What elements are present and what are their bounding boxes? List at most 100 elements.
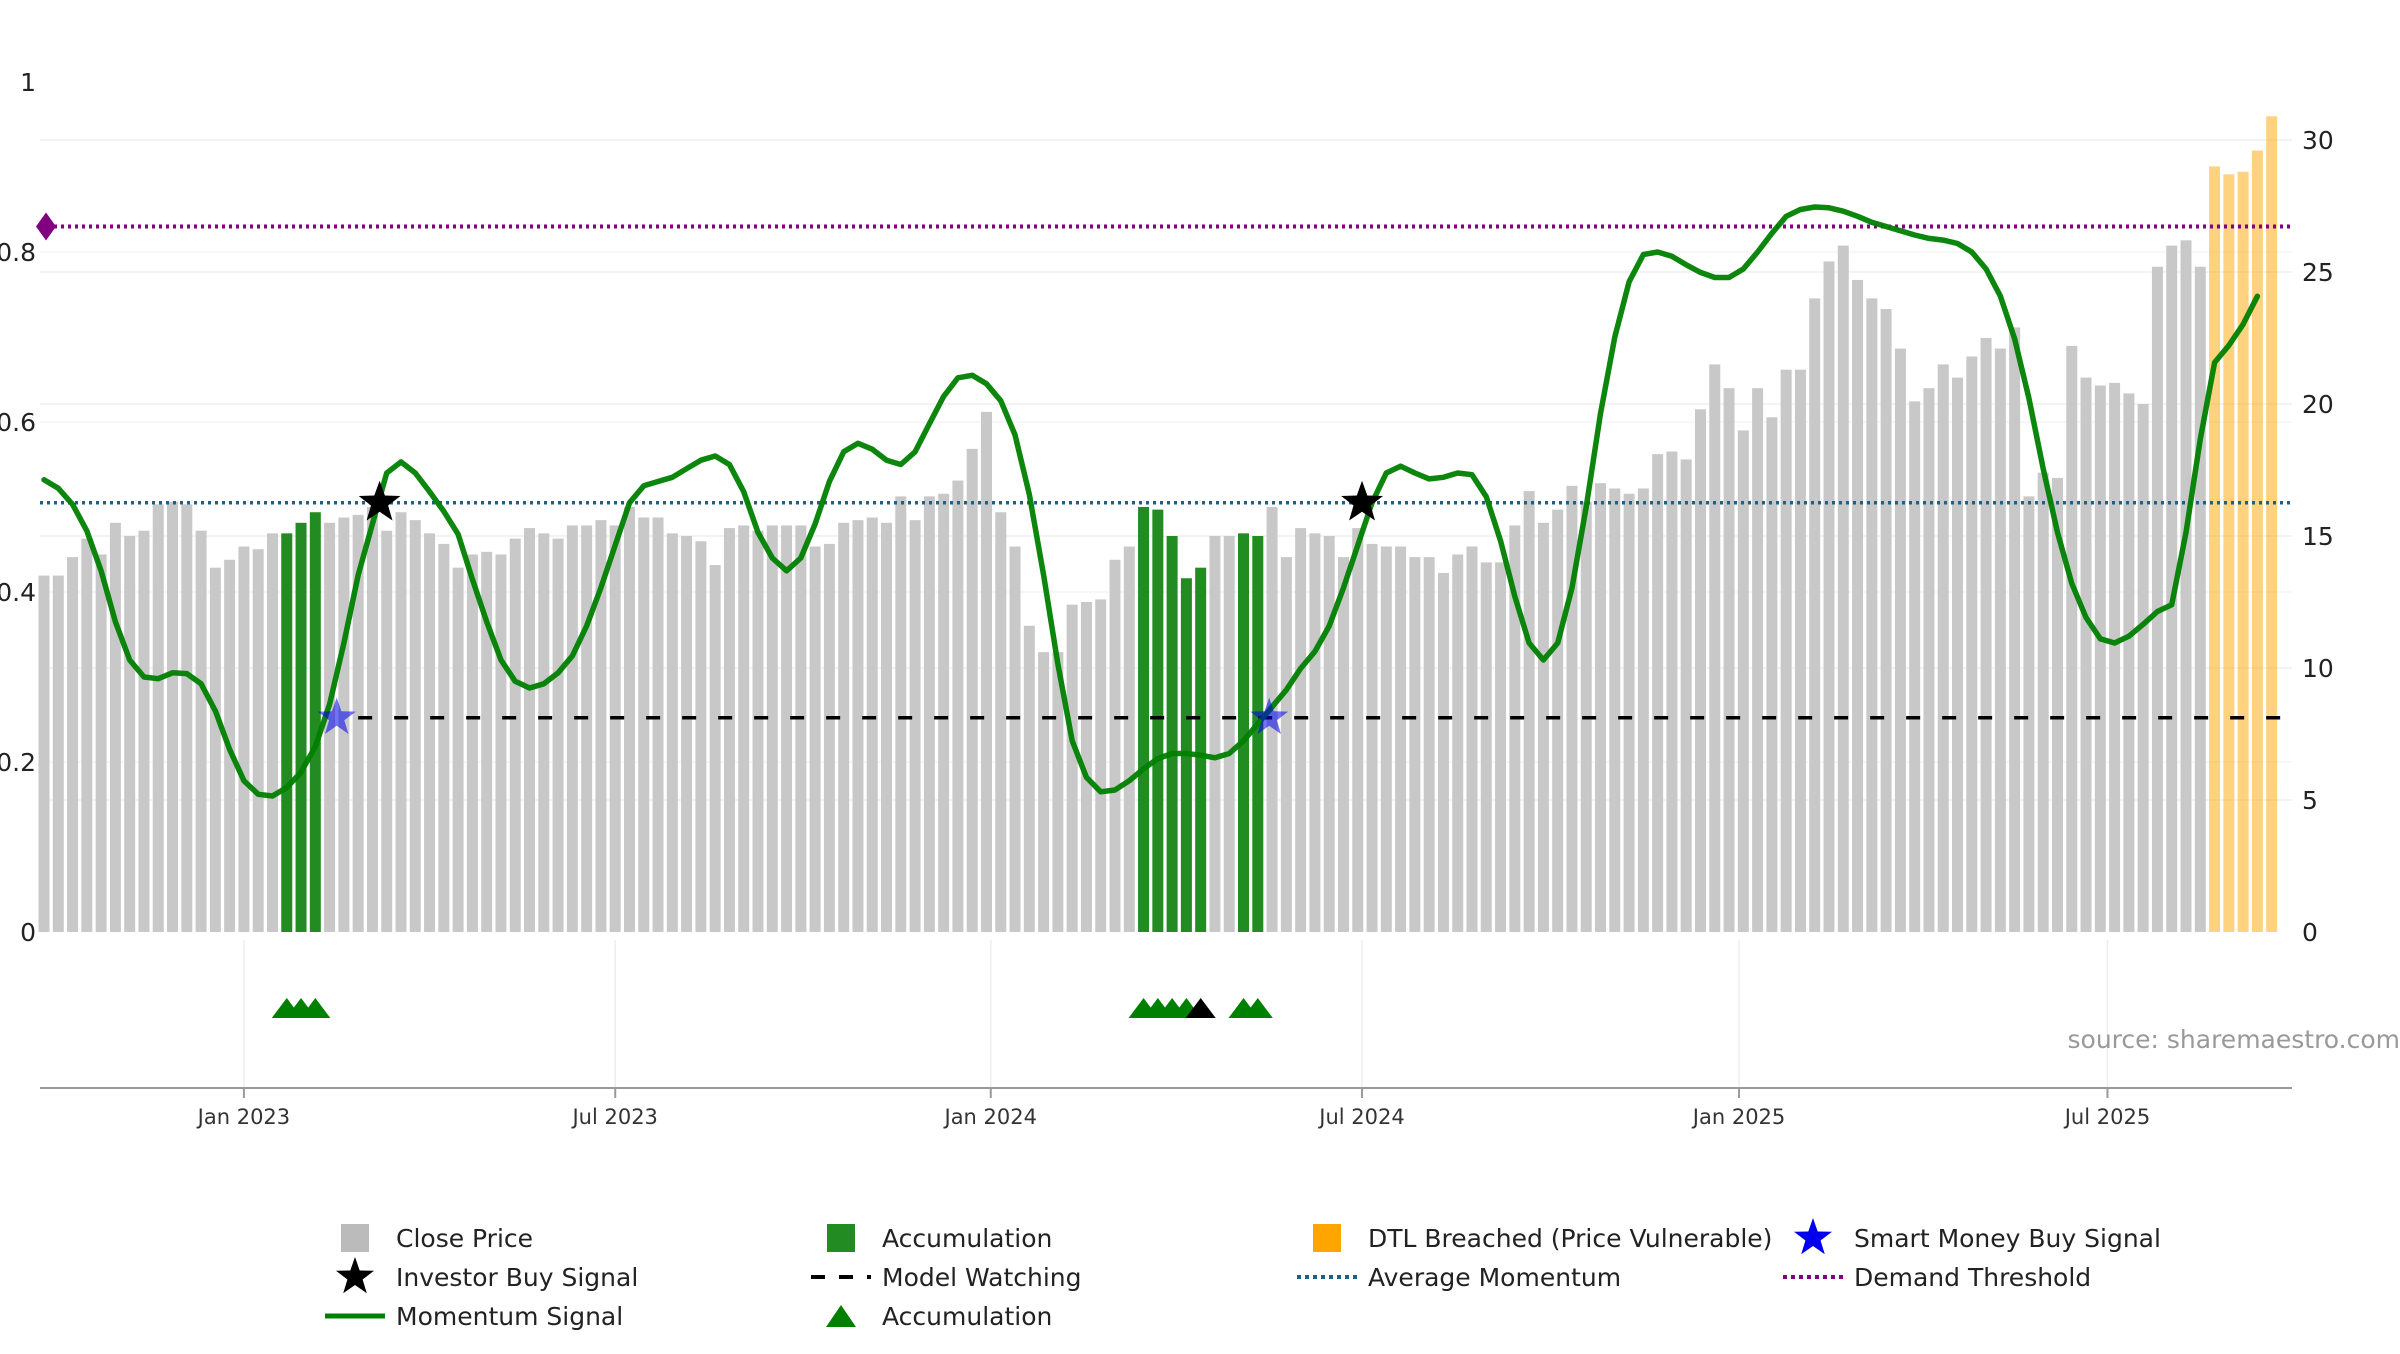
legend-item: Momentum Signal xyxy=(325,1302,623,1331)
close-price-bar xyxy=(2195,267,2206,932)
close-price-bar xyxy=(1638,488,1649,932)
close-price-bar xyxy=(1409,557,1420,932)
close-price-bar xyxy=(253,549,264,932)
close-price-bar xyxy=(638,518,649,932)
close-price-bar xyxy=(453,568,464,932)
legend-investor-star xyxy=(336,1257,374,1293)
close-price-bar xyxy=(1595,483,1606,932)
close-price-bar xyxy=(1281,557,1292,932)
close-price-bar xyxy=(1367,544,1378,932)
close-price-bar xyxy=(1209,536,1220,932)
close-price-bar xyxy=(1952,378,1963,932)
dtl-breached-bar xyxy=(2238,172,2249,932)
close-price-bar xyxy=(1795,370,1806,932)
close-price-bar xyxy=(924,496,935,932)
x-axis-tick-label: Jan 2025 xyxy=(1691,1105,1786,1129)
close-price-bar xyxy=(396,512,407,932)
close-price-bar xyxy=(1923,388,1934,932)
close-price-bar xyxy=(1766,417,1777,932)
accumulation-bar xyxy=(1138,507,1149,932)
close-price-bar xyxy=(1124,547,1135,932)
legend-smart-money-star xyxy=(1794,1218,1832,1254)
right-axis-tick-label: 15 xyxy=(2302,522,2334,551)
accumulation-bar xyxy=(296,523,307,932)
close-price-bar xyxy=(1881,309,1892,932)
left-axis-tick-label: 0 xyxy=(20,918,36,947)
close-price-bar xyxy=(610,525,621,932)
close-price-bar xyxy=(2109,383,2120,932)
close-price-bar xyxy=(995,512,1006,932)
x-axis-tick-label: Jan 2023 xyxy=(196,1105,291,1129)
close-price-bar xyxy=(867,518,878,932)
right-axis-tick-label: 10 xyxy=(2302,654,2334,683)
close-price-bar xyxy=(1895,349,1906,932)
legend-item: Smart Money Buy Signal xyxy=(1794,1218,2161,1254)
legend-close-price-swatch xyxy=(341,1224,369,1252)
legend-item: Investor Buy Signal xyxy=(336,1257,638,1293)
close-price-bar xyxy=(767,525,778,932)
accumulation-bar xyxy=(1252,536,1263,932)
close-price-bar xyxy=(1866,298,1877,932)
close-price-bar xyxy=(1995,349,2006,932)
legend-accumulation-swatch xyxy=(827,1224,855,1252)
legend-label: Accumulation xyxy=(882,1302,1052,1331)
close-price-bar xyxy=(1852,280,1863,932)
right-axis-tick-label: 25 xyxy=(2302,258,2334,287)
close-price-bar xyxy=(1709,364,1720,932)
close-price-bar xyxy=(210,568,221,932)
close-price-bar xyxy=(1438,573,1449,932)
close-price-bar xyxy=(753,531,764,932)
close-price-bar xyxy=(2138,404,2149,932)
close-price-bar xyxy=(2123,393,2134,932)
close-price-bar xyxy=(1524,491,1535,932)
legend-dtl-swatch xyxy=(1313,1224,1341,1252)
accumulation-bar xyxy=(1195,568,1206,932)
close-price-bar xyxy=(267,533,278,932)
legend-label: Smart Money Buy Signal xyxy=(1854,1224,2161,1253)
close-price-bar xyxy=(1666,452,1677,932)
close-price-bar xyxy=(653,518,664,932)
close-price-bar xyxy=(1295,528,1306,932)
left-axis-tick-label: 0.6 xyxy=(0,408,36,437)
close-price-bar xyxy=(881,523,892,932)
x-axis-tick-label: Jul 2025 xyxy=(2063,1105,2150,1129)
close-price-bar xyxy=(1324,536,1335,932)
close-price-bar xyxy=(852,520,863,932)
close-price-bar xyxy=(695,541,706,932)
x-axis-tick-label: Jul 2023 xyxy=(570,1105,657,1129)
close-price-bar xyxy=(810,547,821,932)
close-price-bar xyxy=(1224,536,1235,932)
close-price-bar xyxy=(981,412,992,932)
close-price-bar xyxy=(138,531,149,932)
close-price-bar xyxy=(53,576,64,932)
close-price-bar xyxy=(2038,473,2049,932)
close-price-bar xyxy=(2081,378,2092,932)
close-price-bar xyxy=(910,520,921,932)
close-price-bar xyxy=(1467,547,1478,932)
close-price-bar xyxy=(795,525,806,932)
close-price-bar xyxy=(524,528,535,932)
close-price-bar xyxy=(1095,599,1106,932)
close-price-bar xyxy=(1738,430,1749,932)
close-price-bar xyxy=(724,528,735,932)
close-price-bar xyxy=(67,557,78,932)
legend-label: Investor Buy Signal xyxy=(396,1263,638,1292)
close-price-bar xyxy=(1352,528,1363,932)
close-price-bar xyxy=(710,565,721,932)
close-price-bar xyxy=(1424,557,1435,932)
accumulation-bar xyxy=(1152,510,1163,932)
close-price-bar xyxy=(2023,496,2034,932)
close-price-bar xyxy=(438,544,449,932)
close-price-bar xyxy=(738,525,749,932)
close-price-bar xyxy=(381,531,392,932)
close-price-bar xyxy=(1552,510,1563,932)
close-price-bar xyxy=(39,576,50,932)
legend-item: Average Momentum xyxy=(1297,1263,1621,1292)
close-price-bar xyxy=(1652,454,1663,932)
x-axis-tick-label: Jan 2024 xyxy=(943,1105,1038,1129)
close-price-bar xyxy=(1024,626,1035,932)
close-price-bar xyxy=(1909,401,1920,932)
close-price-bar xyxy=(1966,356,1977,932)
